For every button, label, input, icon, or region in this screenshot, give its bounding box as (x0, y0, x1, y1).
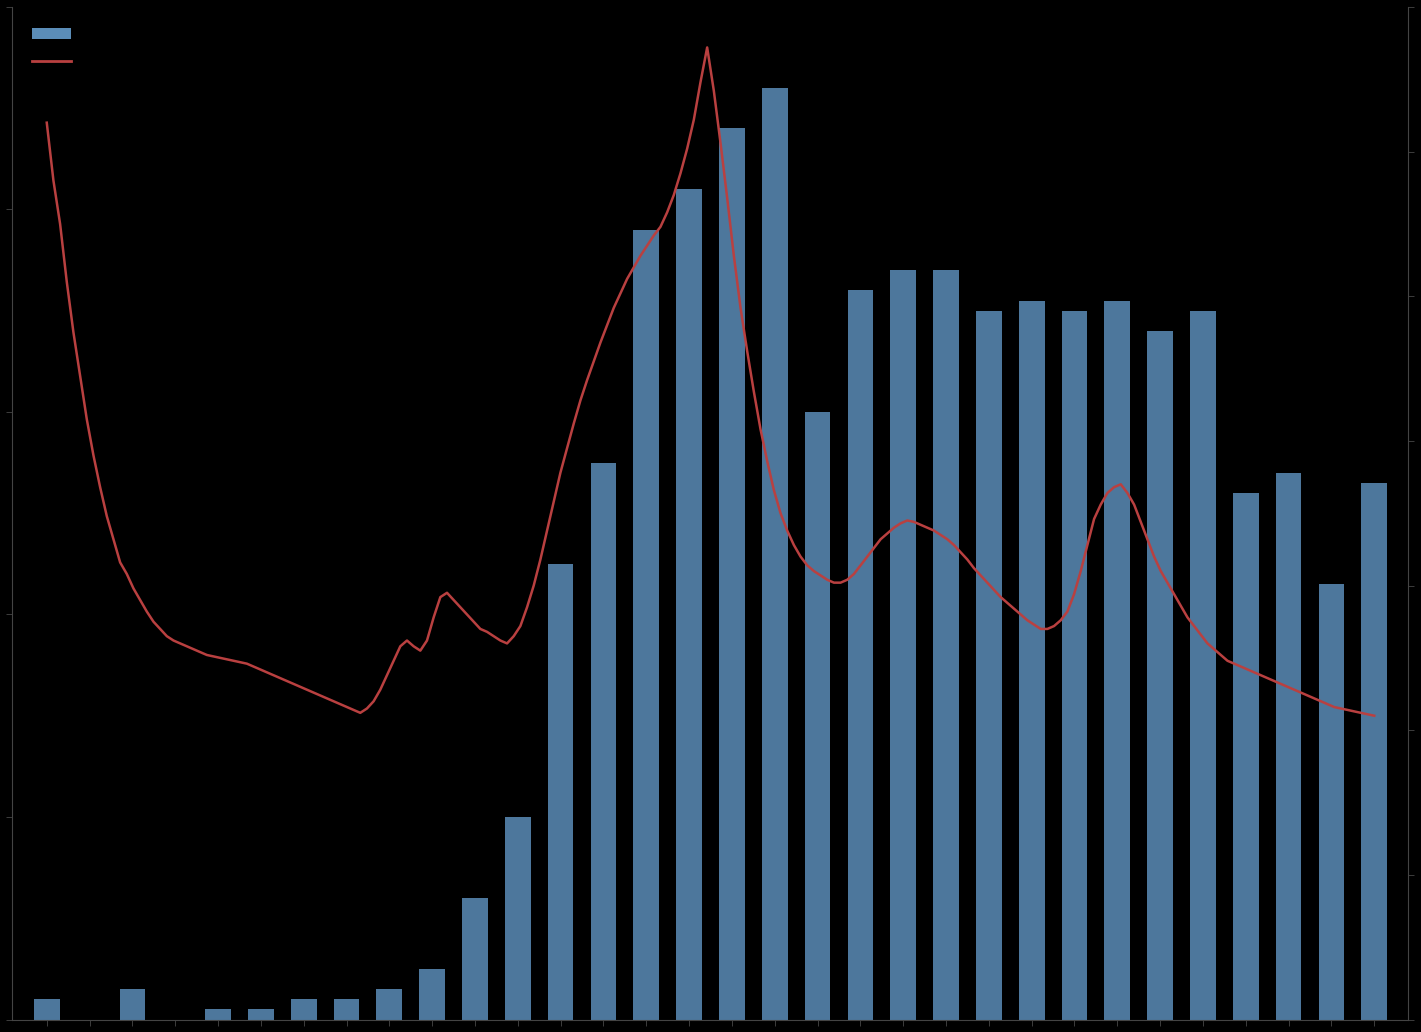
Legend:  ,  : , (20, 14, 99, 82)
Bar (804, 412, 830, 1020)
Bar (719, 128, 745, 1020)
Bar (891, 270, 917, 1020)
Bar (1104, 300, 1130, 1020)
Bar (1191, 311, 1216, 1020)
Bar (119, 989, 145, 1020)
Bar (634, 230, 659, 1020)
Bar (377, 989, 402, 1020)
Bar (462, 898, 487, 1020)
Bar (291, 999, 317, 1020)
Bar (1361, 483, 1387, 1020)
Bar (934, 270, 959, 1020)
Bar (762, 88, 787, 1020)
Bar (1276, 473, 1302, 1020)
Bar (676, 189, 702, 1020)
Bar (1147, 331, 1172, 1020)
Bar (1061, 311, 1087, 1020)
Bar (249, 1009, 274, 1020)
Bar (34, 999, 60, 1020)
Bar (976, 311, 1002, 1020)
Bar (419, 969, 445, 1020)
Bar (1319, 584, 1344, 1020)
Bar (504, 817, 530, 1020)
Bar (547, 563, 574, 1020)
Bar (591, 462, 617, 1020)
Bar (334, 999, 360, 1020)
Bar (205, 1009, 230, 1020)
Bar (847, 290, 874, 1020)
Bar (1019, 300, 1044, 1020)
Bar (1233, 493, 1259, 1020)
